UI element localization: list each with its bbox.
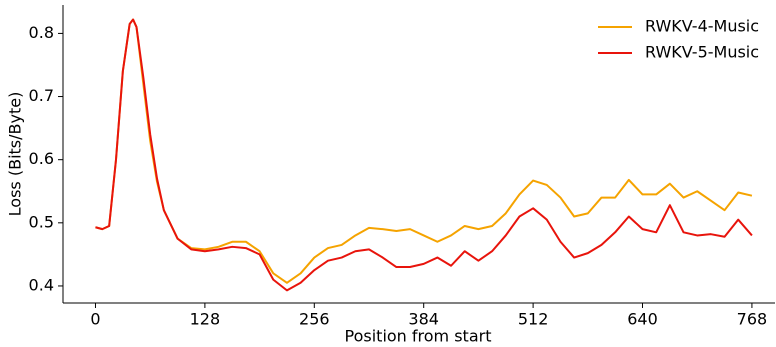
x-tick-label: 256 <box>299 310 330 329</box>
x-tick-label: 640 <box>627 310 658 329</box>
x-tick-label: 0 <box>90 310 100 329</box>
y-tick-label: 0.8 <box>29 23 54 42</box>
y-tick-label: 0.5 <box>29 212 54 231</box>
y-tick-label: 0.7 <box>29 86 54 105</box>
x-tick-label: 128 <box>190 310 221 329</box>
x-tick-label: 768 <box>737 310 768 329</box>
x-tick-label: 384 <box>408 310 439 329</box>
legend-label: RWKV-4-Music <box>645 17 759 36</box>
y-tick-label: 0.4 <box>29 275 54 294</box>
y-tick-label: 0.6 <box>29 149 54 168</box>
x-tick-label: 512 <box>518 310 549 329</box>
x-axis-label: Position from start <box>345 327 492 346</box>
legend-label: RWKV-5-Music <box>645 43 759 62</box>
y-axis-label: Loss (Bits/Byte) <box>6 92 25 217</box>
series-line <box>95 18 753 292</box>
